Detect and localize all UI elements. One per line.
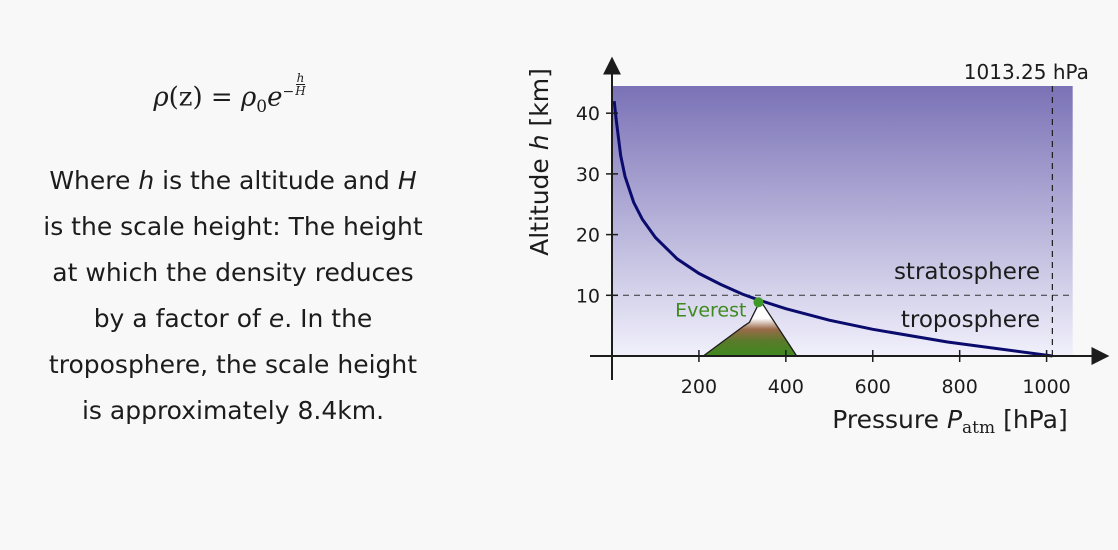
atmosphere-background bbox=[612, 86, 1073, 356]
y-tick-label: 40 bbox=[576, 103, 600, 125]
y-tick-label: 10 bbox=[576, 285, 600, 307]
everest-marker bbox=[753, 297, 764, 308]
x-axis-title: Pressure Patm [hPa] bbox=[832, 405, 1067, 438]
pressure-curve bbox=[612, 100, 1053, 358]
troposphere-label: troposphere bbox=[901, 307, 1040, 333]
x-tick-label: 800 bbox=[942, 376, 978, 398]
everest-label: Everest bbox=[675, 299, 746, 321]
x-axis-ticks: 200 400 600 800 1000 bbox=[681, 350, 1071, 398]
reference-pressure-label: 1013.25 hPa bbox=[964, 60, 1089, 84]
x-tick-label: 600 bbox=[855, 376, 891, 398]
x-tick-label: 400 bbox=[768, 376, 804, 398]
y-tick-label: 30 bbox=[576, 164, 600, 186]
x-tick-label: 1000 bbox=[1022, 376, 1070, 398]
y-tick-label: 20 bbox=[576, 225, 600, 247]
x-tick-label: 200 bbox=[681, 376, 717, 398]
y-axis-ticks: 10 20 30 40 bbox=[576, 103, 618, 307]
y-axis-title: Altitude h [km] bbox=[525, 68, 554, 256]
scale-height-description: Where h is the altitude and H is the sca… bbox=[43, 166, 423, 425]
density-formula: ρ(z) = ρ0e− h H bbox=[153, 71, 306, 117]
stratosphere-label: stratosphere bbox=[894, 259, 1040, 285]
